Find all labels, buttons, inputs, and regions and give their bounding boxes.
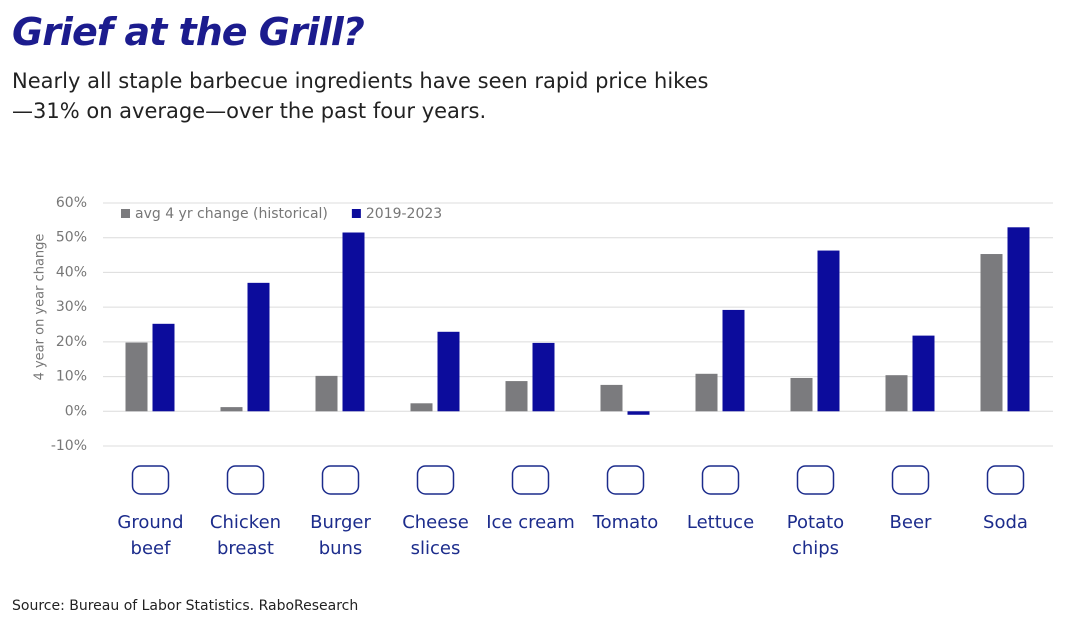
legend-swatch [351,209,361,218]
icon [416,465,455,495]
legend-label: avg 4 yr change (historical) [135,206,328,222]
bar [532,342,555,412]
chart-subtitle: Nearly all staple barbecue ingredients h… [12,69,709,123]
bar [980,254,1003,412]
y-tick-label: 30% [56,299,87,315]
bar [600,384,623,412]
icon [606,465,645,495]
source: Source: Bureau of Labor Statistics. Rabo… [12,598,359,614]
bar [437,331,460,412]
x-tick-label: Soda [983,512,1028,533]
y-tick-label: -10% [51,438,87,454]
bar [912,335,935,412]
icon [891,465,930,495]
chart-title: Grief at the Grill? [12,10,365,54]
icon [321,465,360,495]
bar [790,377,813,412]
y-tick-label: 10% [56,369,87,385]
y-tick-label: 50% [56,230,87,246]
y-tick-label: 20% [56,334,87,350]
x-tick-label: Burger buns [310,512,371,559]
bar [247,282,270,412]
bar [627,411,650,415]
bar [125,342,148,412]
bar [152,323,175,412]
bar [410,403,433,412]
y-tick-label: 60% [56,195,87,211]
icon [986,465,1025,495]
bar [722,309,745,412]
bar [505,381,528,412]
bar [817,250,840,412]
bar [695,373,718,412]
x-tick-label: Lettuce [686,512,755,533]
x-tick-label: Ice cream [486,512,575,533]
x-tick-label: Cheese slices [402,512,469,559]
bar [1007,227,1030,412]
y-tick-label: 0% [65,403,87,419]
y-axis-label: 4 year on year change [33,234,48,381]
x-tick-label: Chicken breast [209,512,282,559]
icon [796,465,835,495]
bar [220,407,243,412]
icon [511,465,550,495]
bar [315,375,338,412]
x-tick-label: Tomato [592,512,659,533]
icon [226,465,265,495]
icon [701,465,740,495]
legend-label: 2019-2023 [366,206,442,222]
legend-swatch [121,209,130,218]
bar [885,375,908,412]
y-tick-label: 40% [56,264,87,280]
x-tick-label: Potato chips [786,512,845,559]
bar [342,232,365,412]
x-tick-label: Ground beef [117,512,184,559]
icon [131,465,170,495]
x-tick-label: Beer [889,512,932,533]
